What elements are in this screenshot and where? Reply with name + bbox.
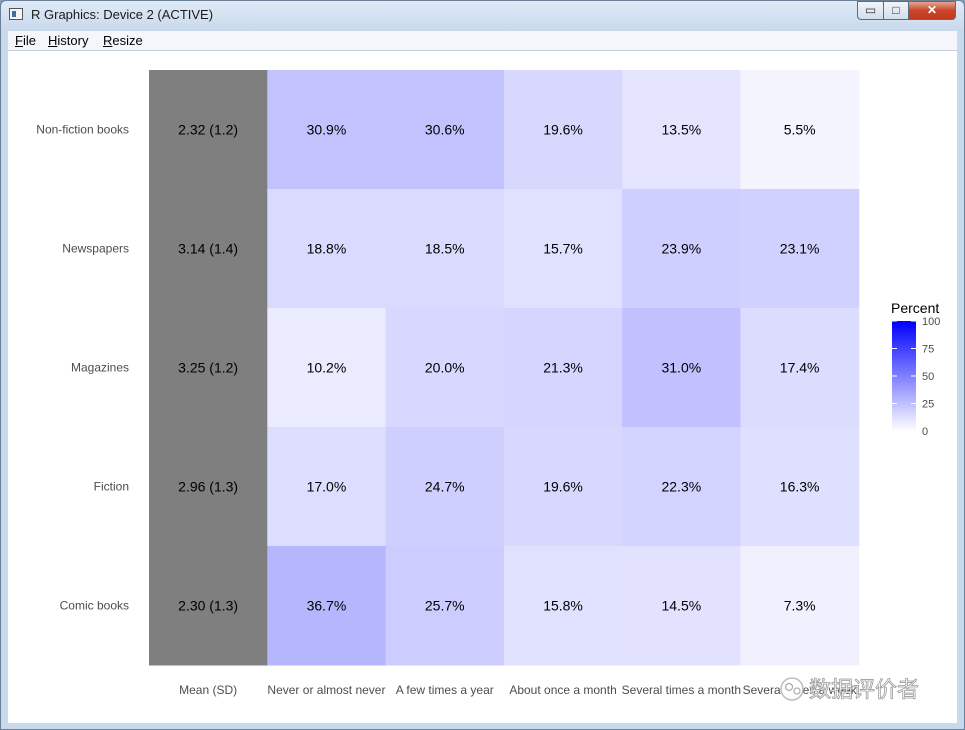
mean-cell xyxy=(149,427,268,547)
column-label: Mean (SD) xyxy=(179,683,237,697)
heatmap-cell xyxy=(503,189,623,309)
legend-tick-label: 50 xyxy=(922,371,934,383)
heatmap-cell xyxy=(503,70,623,190)
row-label: Non-fiction books xyxy=(36,123,129,137)
column-label: About once a month xyxy=(509,683,616,697)
watermark-icon-dot xyxy=(784,682,794,692)
cell-label: 15.8% xyxy=(543,598,583,614)
menu-file[interactable]: File xyxy=(15,33,36,48)
cell-label: 36.7% xyxy=(307,598,347,614)
cell-label: 31.0% xyxy=(661,360,701,376)
cell-label: 23.1% xyxy=(780,241,820,257)
cell-label: 30.6% xyxy=(425,122,465,138)
mean-label: 3.25 (1.2) xyxy=(178,360,238,376)
heatmap-cell xyxy=(740,308,860,428)
heatmap-cell xyxy=(385,427,505,547)
mean-label: 2.32 (1.2) xyxy=(178,122,238,138)
cell-label: 16.3% xyxy=(780,479,820,495)
heatmap-cell xyxy=(267,427,387,547)
legend-tick-label: 100 xyxy=(922,316,940,328)
mean-cell xyxy=(149,308,268,428)
heatmap-cell xyxy=(503,308,623,428)
heatmap-cell xyxy=(385,189,505,309)
heatmap-cell xyxy=(385,70,505,190)
cell-label: 19.6% xyxy=(543,122,583,138)
minimize-button[interactable]: ▭ xyxy=(857,1,884,20)
cell-label: 7.3% xyxy=(784,598,816,614)
heatmap-cell xyxy=(622,308,741,428)
watermark-text: 数据评价者 xyxy=(809,677,919,702)
column-label: Never or almost never xyxy=(267,683,385,697)
cell-label: 15.7% xyxy=(543,241,583,257)
menu-resize[interactable]: Resize xyxy=(103,33,143,48)
cell-label: 25.7% xyxy=(425,598,465,614)
cell-label: 20.0% xyxy=(425,360,465,376)
row-label: Comic books xyxy=(60,599,129,613)
cell-label: 22.3% xyxy=(661,479,701,495)
minimize-icon: ▭ xyxy=(864,3,877,17)
heatmap-cell xyxy=(622,427,741,547)
column-label: A few times a year xyxy=(396,683,494,697)
heatmap-cell xyxy=(503,546,623,666)
heatmap-cell xyxy=(267,546,387,666)
maximize-button[interactable]: □ xyxy=(883,1,909,20)
heatmap-cell xyxy=(622,189,741,309)
mean-label: 2.30 (1.3) xyxy=(178,598,238,614)
heatmap-cell xyxy=(622,70,741,190)
legend-title: Percent xyxy=(891,300,939,316)
heatmap-cell xyxy=(267,70,387,190)
watermark-icon-dot xyxy=(793,687,801,695)
column-label: Several times a month xyxy=(622,683,741,697)
heatmap-cell xyxy=(385,546,505,666)
cell-label: 24.7% xyxy=(425,479,465,495)
cell-label: 13.5% xyxy=(661,122,701,138)
cell-label: 19.6% xyxy=(543,479,583,495)
maximize-icon: □ xyxy=(892,3,900,17)
heatmap-cell xyxy=(267,189,387,309)
row-label: Newspapers xyxy=(62,242,129,256)
cell-label: 21.3% xyxy=(543,360,583,376)
heatmap-chart: 2.32 (1.2) 30.9% 30.6% 19.6% 13.5% 5.5% Non-fi… xyxy=(36,70,940,702)
row-label: Magazines xyxy=(71,361,129,375)
heatmap-cell xyxy=(740,546,860,666)
mean-cell xyxy=(149,189,268,309)
heatmap-cell xyxy=(385,308,505,428)
row-label: Fiction xyxy=(94,480,129,494)
cell-label: 14.5% xyxy=(661,598,701,614)
title-bar[interactable]: R Graphics: Device 2 (ACTIVE) ▭ □ ✕ xyxy=(1,1,964,29)
menu-bar: File History Resize xyxy=(8,31,957,51)
cell-label: 23.9% xyxy=(661,241,701,257)
close-icon: ✕ xyxy=(926,3,938,17)
plot-canvas: 2.32 (1.2) 30.9% 30.6% 19.6% 13.5% 5.5% Non-fi… xyxy=(8,51,957,723)
legend-tick-label: 0 xyxy=(922,426,928,438)
heatmap-cell xyxy=(740,189,860,309)
cell-label: 18.5% xyxy=(425,241,465,257)
mean-cell xyxy=(149,546,268,666)
window-title: R Graphics: Device 2 (ACTIVE) xyxy=(31,7,214,22)
heatmap-cell xyxy=(622,546,741,666)
heatmap-cell xyxy=(740,70,860,190)
legend-tick-label: 75 xyxy=(922,344,934,356)
heatmap-cell xyxy=(267,308,387,428)
cell-label: 30.9% xyxy=(307,122,347,138)
mean-label: 3.14 (1.4) xyxy=(178,241,238,257)
cell-label: 5.5% xyxy=(784,122,816,138)
mean-cell xyxy=(149,70,268,190)
cell-label: 17.4% xyxy=(780,360,820,376)
heatmap-cell xyxy=(740,427,860,547)
cell-label: 18.8% xyxy=(307,241,347,257)
legend-tick-label: 25 xyxy=(922,399,934,411)
app-window-icon xyxy=(9,8,23,20)
close-button[interactable]: ✕ xyxy=(908,1,956,20)
menu-history[interactable]: History xyxy=(48,33,89,48)
mean-label: 2.96 (1.3) xyxy=(178,479,238,495)
heatmap-cell xyxy=(503,427,623,547)
cell-label: 10.2% xyxy=(307,360,347,376)
cell-label: 17.0% xyxy=(307,479,347,495)
